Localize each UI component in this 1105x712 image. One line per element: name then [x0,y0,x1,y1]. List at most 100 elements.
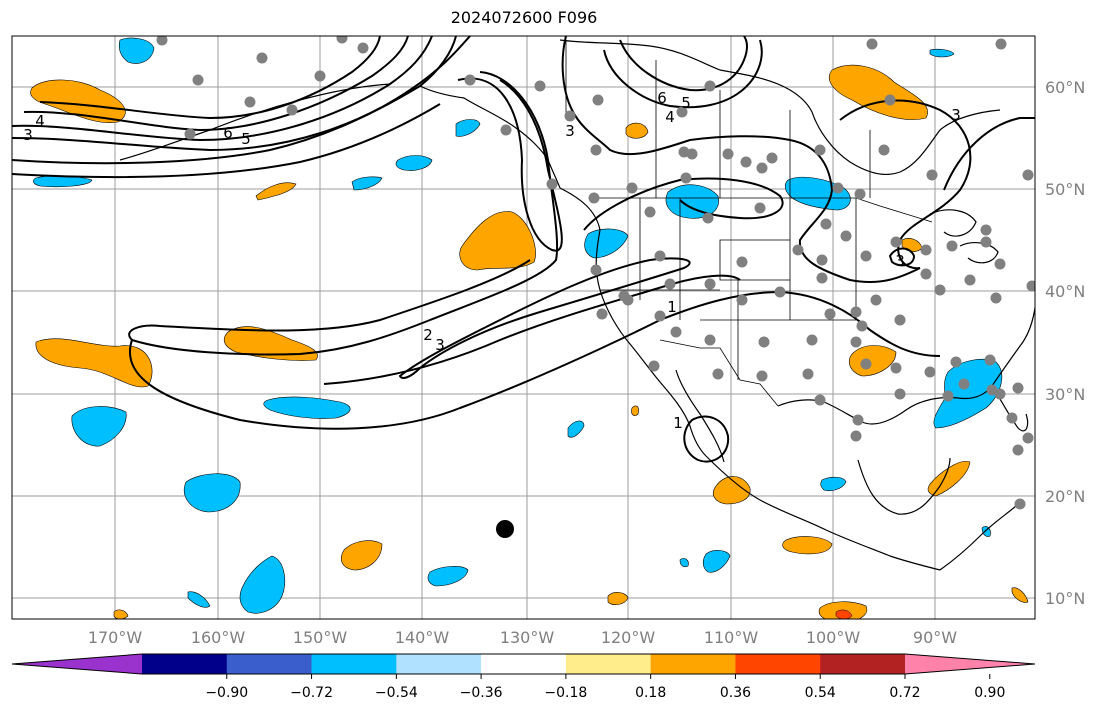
latitude-labels: 10°N 20°N 30°N 40°N 50°N 60°N [1045,78,1085,608]
contour-label: 6 [657,89,667,107]
us-west-coast [559,187,707,457]
canada-provinces [655,60,871,198]
contour-label: 5 [241,130,251,148]
anomaly-patch [820,476,847,492]
station-dot [590,264,602,276]
station-dot [756,370,768,382]
station-dot [792,244,804,256]
station-dot [924,366,936,378]
station-dot [756,162,768,174]
colorbar-outline [11,653,1036,675]
station-dot [890,362,902,374]
contour-line [943,117,1035,191]
contour-label: 5 [681,94,691,112]
contour-label: 3 [565,122,575,140]
station-dot [840,230,852,242]
contours [12,36,1035,463]
station-dot [942,390,954,402]
anomaly-patch [239,555,285,614]
station-dot [850,430,862,442]
longitude-tick-label: 150°W [293,628,348,647]
mexico-pacific-coast [705,455,941,571]
latitude-tick-label: 40°N [1045,282,1085,301]
anomaly-patch [255,182,297,201]
contour-line [398,257,691,379]
station-dot [894,388,906,400]
anomaly-patch [187,591,211,608]
latitude-tick-label: 50°N [1045,180,1085,199]
contour-line [12,103,441,179]
station-dot [758,336,770,348]
observation-stations [156,36,1035,510]
storm-center-dot [496,520,514,538]
station-dot [722,148,734,160]
station-dot [670,326,682,338]
station-dot [596,308,608,320]
station-dot [964,274,976,286]
anomaly-patch [395,155,433,171]
colorbar-tick-label: −0.54 [375,685,418,701]
station-dot [994,388,1006,400]
station-dot [564,110,576,122]
contour-line [323,274,741,385]
station-dot [995,38,1007,50]
longitude-tick-label: 170°W [88,628,143,647]
longitude-tick-label: 120°W [601,628,656,647]
station-dot [1022,169,1034,181]
anomaly-patch [118,37,155,64]
station-dot [644,206,656,218]
colorbar-segment [735,654,821,674]
station-dot [866,38,878,50]
anomaly-patch [263,396,351,419]
baja-california [675,369,725,463]
station-dot [1014,498,1026,510]
station-dot [736,294,748,306]
station-dot [1012,382,1024,394]
colorbar: −0.90 −0.72 −0.54 −0.36 −0.18 0.18 0.36 0.54 0.7… [11,653,1036,701]
station-dot [934,284,946,296]
us-canada-border [596,197,933,223]
hudson-bay [811,109,1001,175]
station-dot [920,244,932,256]
anomaly-patch [455,119,481,137]
contour-label: 6 [223,124,233,142]
contour-label: 1 [673,414,683,432]
anomaly-patch [625,122,649,139]
colorbar-tick-label: −0.36 [460,685,503,701]
colorbar-tick-label: −0.90 [205,685,248,701]
station-dot [816,254,828,266]
station-dot [664,278,676,290]
station-dot [878,144,890,156]
anomaly-patch [567,420,585,438]
colorbar-tick-label: 0.72 [889,685,920,701]
station-dot [740,156,752,168]
station-dot [704,80,716,92]
station-dot [814,394,826,406]
station-dot [980,224,992,236]
station-dot [802,368,814,380]
station-dot [816,272,828,284]
station-dot [590,144,602,156]
station-dot [686,148,698,160]
contour-label: 4 [665,108,675,126]
station-dot [926,169,938,181]
contour-line [561,36,921,284]
anomaly-patch [30,79,126,123]
station-dot [984,354,996,366]
station-dot [854,188,866,200]
colorbar-segment [226,654,313,674]
colorbar-tick-label: 0.90 [974,685,1005,701]
anomaly-patch [782,536,833,555]
colorbar-tick-label: 0.36 [720,685,751,701]
station-dot [626,182,638,194]
contour-label: 3 [951,106,961,124]
colorbar-extend-low [12,654,142,674]
station-dot [856,320,868,332]
anomaly-patch [679,558,689,568]
station-dot [824,308,836,320]
station-dot [1006,412,1018,424]
great-lakes [929,209,999,264]
contour-label: 1 [667,298,677,316]
anomaly-patch [184,473,241,513]
yucatan [857,457,951,515]
